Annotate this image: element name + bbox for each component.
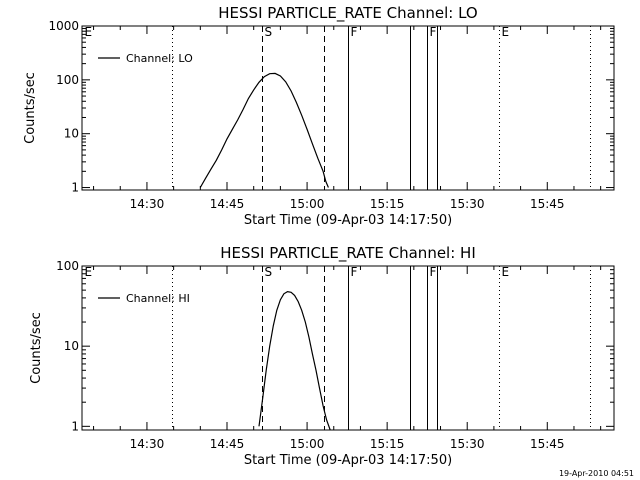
x-axis-label: Start Time (09-Apr-03 14:17:50) <box>244 213 452 228</box>
chart-title: HESSI PARTICLE_RATE Channel: HI <box>220 244 476 263</box>
x-tick-label: 15:30 <box>450 437 485 451</box>
event-marker-label: F <box>430 265 437 279</box>
x-tick-label: 14:30 <box>130 437 165 451</box>
y-tick-label: 1 <box>71 181 79 195</box>
event-marker-label: S <box>265 25 273 39</box>
plot-timestamp: 19-Apr-2010 04:51 <box>558 469 634 478</box>
chart-title: HESSI PARTICLE_RATE Channel: LO <box>218 4 477 23</box>
y-tick-label: 100 <box>56 73 79 87</box>
x-tick-label: 15:15 <box>370 197 405 211</box>
event-marker-label: E <box>85 265 93 279</box>
legend-entry: Channel: HI <box>126 292 190 305</box>
x-tick-label: 15:45 <box>530 197 565 211</box>
y-tick-label: 10 <box>64 127 79 141</box>
event-marker-label: S <box>265 265 273 279</box>
legend-entry: Channel: LO <box>126 52 193 65</box>
x-tick-label: 15:45 <box>530 437 565 451</box>
series-line <box>258 290 331 431</box>
event-marker-label: F <box>351 25 358 39</box>
event-marker-label: F <box>351 265 358 279</box>
x-axis-label: Start Time (09-Apr-03 14:17:50) <box>244 453 452 468</box>
x-tick-label: 14:30 <box>130 197 165 211</box>
series-line <box>199 72 329 188</box>
y-tick-label: 1 <box>71 419 79 433</box>
x-tick-label: 15:00 <box>290 437 325 451</box>
x-tick-label: 15:00 <box>290 197 325 211</box>
y-axis-label: Counts/sec <box>29 312 44 384</box>
x-tick-label: 15:15 <box>370 437 405 451</box>
y-tick-label: 100 <box>56 259 79 273</box>
event-marker-label: E <box>502 25 510 39</box>
x-tick-label: 15:30 <box>450 197 485 211</box>
event-marker-label: E <box>502 265 510 279</box>
x-tick-label: 14:45 <box>210 197 245 211</box>
y-tick-label: 10 <box>64 339 79 353</box>
y-tick-label: 1000 <box>48 19 79 33</box>
event-marker-label: E <box>85 25 93 39</box>
event-marker-label: F <box>430 25 437 39</box>
y-axis-label: Counts/sec <box>23 72 38 144</box>
x-tick-label: 14:45 <box>210 437 245 451</box>
